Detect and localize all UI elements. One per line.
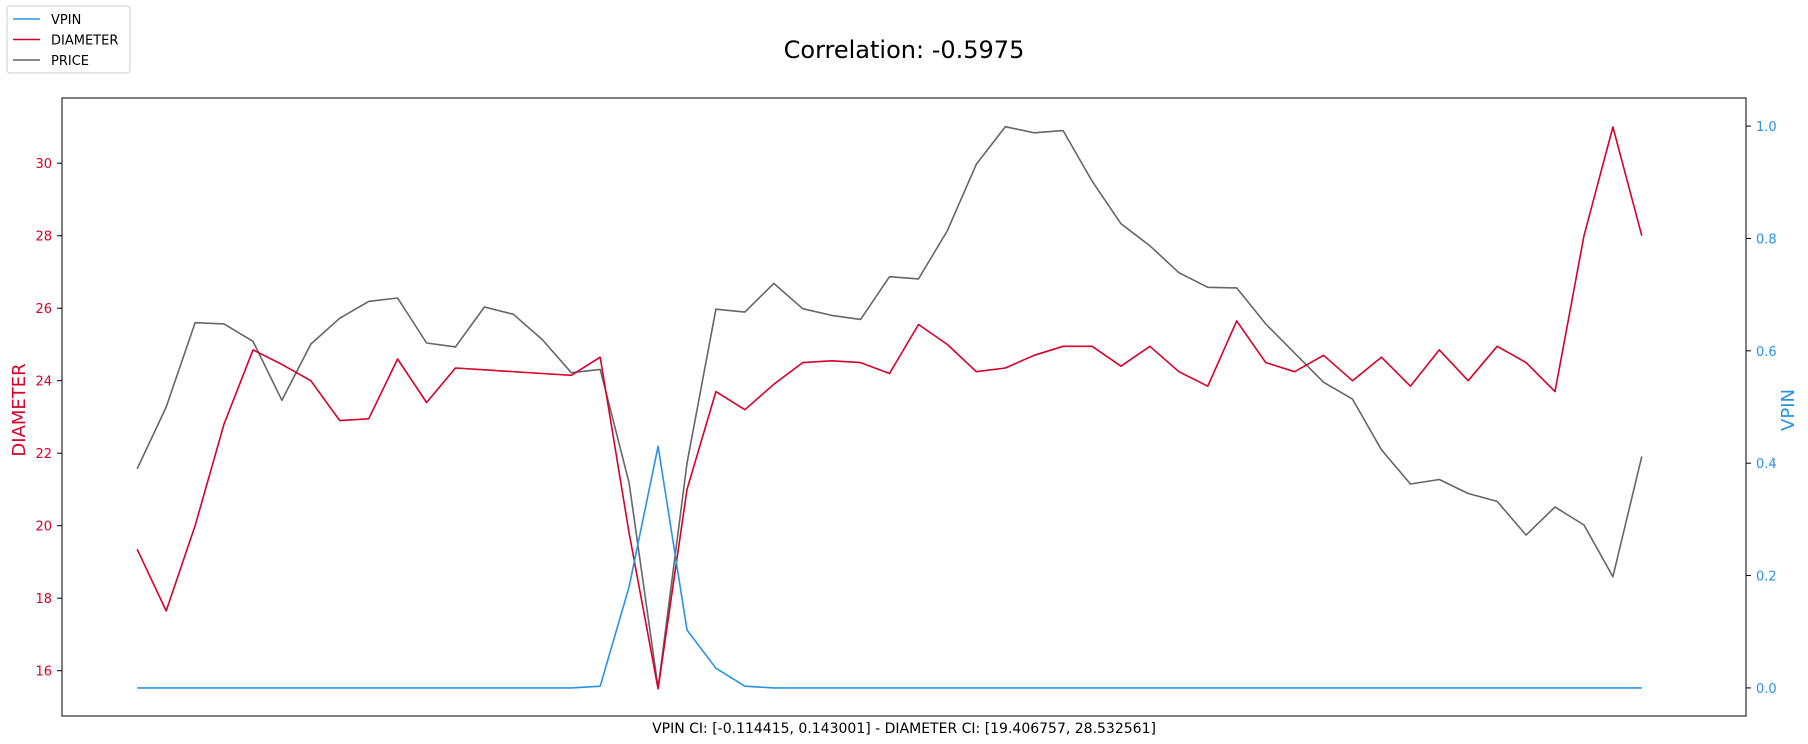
legend-label: DIAMETER: [51, 34, 118, 49]
x-axis-label: VPIN CI: [-0.114415, 0.143001] - DIAMETE…: [652, 721, 1156, 737]
chart-title: Correlation: -0.5975: [784, 36, 1025, 64]
left-tick-label: 26: [35, 302, 52, 317]
left-tick-label: 22: [35, 447, 52, 462]
right-tick-label: 0.2: [1756, 570, 1777, 585]
legend-label: PRICE: [51, 54, 89, 69]
legend: VPIN DIAMETER PRICE: [6, 5, 131, 74]
plot-frame: [61, 97, 1747, 717]
right-tick-label: 0.4: [1756, 457, 1777, 472]
series-layer: [136, 125, 1643, 690]
left-tick-label: 20: [35, 520, 52, 535]
right-tick-label: 0.6: [1756, 345, 1777, 360]
right-tick-label: 0.8: [1756, 232, 1777, 247]
series-line-price: [136, 125, 1643, 689]
left-tick-label: 18: [35, 592, 52, 607]
left-axis-title: DIAMETER: [9, 363, 30, 456]
plot-area: [61, 97, 1747, 717]
left-tick-label: 28: [35, 230, 52, 245]
right-tick-label: 0.0: [1756, 682, 1777, 697]
right-axis-ticks: 0.0 0.2 0.4 0.6 0.8 1.0: [1746, 120, 1777, 697]
left-axis-ticks: 16 18 20 22 24 26 28 30: [35, 157, 62, 680]
series-line-vpin: [137, 445, 1642, 689]
right-axis-title: VPIN: [1778, 389, 1799, 431]
legend-label: VPIN: [51, 13, 81, 28]
left-tick-label: 16: [35, 665, 52, 680]
left-tick-label: 24: [35, 375, 52, 390]
left-tick-label: 30: [35, 157, 52, 172]
legend-frame: [6, 5, 131, 74]
right-tick-label: 1.0: [1756, 120, 1777, 135]
series-line-diameter: [136, 126, 1643, 690]
